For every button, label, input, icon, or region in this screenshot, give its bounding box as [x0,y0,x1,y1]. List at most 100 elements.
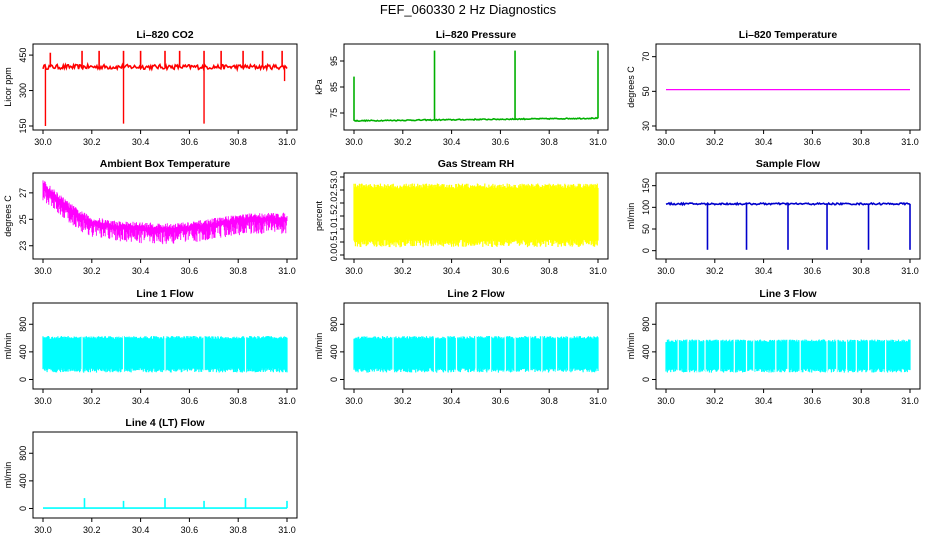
panel-line2: Line 2 Flow 30.0 30.2 30.4 30.6 30.8 31.0 0 400 8… [314,288,609,406]
y-tick-label: 50 [641,224,651,234]
y-tick-label: 3.0 [329,171,339,184]
x-tick-label: 30.6 [492,137,510,147]
y-tick-label: 23 [18,241,28,251]
y-tick-label: 2.5 [329,184,339,197]
y-tick-label: 0 [641,377,651,382]
x-tick-label: 30.8 [229,525,247,535]
y-tick-label: 400 [18,473,28,488]
page-title: FEF_060330 2 Hz Diagnostics [379,2,557,17]
x-tick-label: 30.0 [34,396,52,406]
y-axis-label: degrees C [3,195,13,237]
plot-frame [655,302,921,390]
y-axis-label: ml/min [626,333,636,360]
plot-frame [32,302,298,390]
x-tick-label: 31.0 [589,266,607,276]
x-tick-label: 30.8 [852,266,870,276]
y-tick-label: 800 [329,317,339,332]
x-tick-label: 30.0 [345,396,363,406]
series-line [42,61,288,73]
y-tick-label: 0.5 [329,236,339,249]
x-tick-label: 31.0 [901,266,919,276]
x-tick-label: 31.0 [589,396,607,406]
series-band [42,180,288,245]
y-tick-label: 85 [329,82,339,92]
panel-line4: Line 4 (LT) Flow 30.0 30.2 30.4 30.6 30.8 31.0… [3,417,298,535]
x-tick-label: 30.2 [394,266,412,276]
x-tick-label: 31.0 [901,396,919,406]
y-axis-label: ml/min [3,333,13,360]
panel-title: Li–820 CO2 [136,29,193,41]
panel-title: Line 2 Flow [447,288,505,300]
y-tick-label: 0 [18,377,28,382]
x-tick-label: 30.0 [657,266,675,276]
x-tick-label: 30.8 [540,266,558,276]
x-tick-label: 30.6 [492,396,510,406]
x-tick-label: 30.4 [132,396,150,406]
y-tick-label: 800 [641,317,651,332]
plot-frame [343,302,609,390]
x-tick-label: 30.6 [804,396,822,406]
y-tick-label: 1.0 [329,223,339,236]
x-tick-label: 30.0 [345,137,363,147]
y-tick-label: 0 [641,248,651,253]
y-axis-label: ml/min [626,203,636,230]
x-tick-label: 30.8 [852,396,870,406]
x-tick-label: 30.6 [181,266,199,276]
y-tick-label: 0 [18,506,28,511]
x-tick-label: 30.4 [132,266,150,276]
x-tick-label: 30.2 [706,266,724,276]
panel-title: Line 1 Flow [136,288,194,300]
plot-frame [655,43,921,131]
x-tick-label: 30.0 [34,525,52,535]
y-tick-label: 150 [641,178,651,193]
series-band [42,336,288,373]
y-tick-label: 100 [641,200,651,215]
y-axis-label: percent [314,200,324,231]
panel-title: Sample Flow [756,158,821,170]
y-tick-label: 800 [18,317,28,332]
x-tick-label: 30.8 [852,137,870,147]
x-tick-label: 30.4 [132,137,150,147]
x-tick-label: 30.0 [34,137,52,147]
x-tick-label: 30.6 [181,396,199,406]
series-line [353,116,599,123]
x-tick-label: 30.8 [229,396,247,406]
y-axis-label: degrees C [626,66,636,108]
y-axis-label: Licor ppm [3,67,13,107]
y-tick-label: 0.0 [329,249,339,262]
x-tick-label: 30.2 [394,396,412,406]
y-axis-label: kPa [314,79,324,95]
y-tick-label: 400 [329,344,339,359]
x-tick-label: 31.0 [278,137,296,147]
x-tick-label: 30.2 [83,266,101,276]
x-tick-label: 31.0 [278,266,296,276]
y-tick-label: 70 [641,52,651,62]
plot-frame [32,43,298,131]
x-tick-label: 30.6 [181,137,199,147]
plot-frame [343,43,609,131]
x-tick-label: 30.6 [181,525,199,535]
x-tick-label: 30.6 [804,266,822,276]
y-tick-label: 2.0 [329,197,339,210]
series-band [353,183,599,248]
y-tick-label: 400 [18,344,28,359]
x-tick-label: 30.2 [706,137,724,147]
panel-sample_flow: Sample Flow 30.0 30.2 30.4 30.6 30.8 31.0 0 50 10… [626,158,921,276]
x-tick-label: 30.2 [394,137,412,147]
x-tick-label: 30.4 [755,266,773,276]
x-tick-label: 30.6 [492,266,510,276]
x-tick-label: 30.2 [706,396,724,406]
y-axis-label: ml/min [314,333,324,360]
y-tick-label: 300 [18,83,28,98]
y-axis-label: ml/min [3,462,13,489]
y-tick-label: 400 [641,344,651,359]
y-tick-label: 800 [18,446,28,461]
y-tick-label: 1.5 [329,210,339,223]
x-tick-label: 30.4 [443,266,461,276]
x-tick-label: 30.0 [34,266,52,276]
panel-ambient: Ambient Box Temperature 30.0 30.2 30.4 30.6 3… [3,158,298,276]
plot-frame [32,431,298,519]
y-tick-label: 27 [18,188,28,198]
y-tick-label: 450 [18,48,28,63]
panel-title: Li–820 Pressure [436,29,517,41]
